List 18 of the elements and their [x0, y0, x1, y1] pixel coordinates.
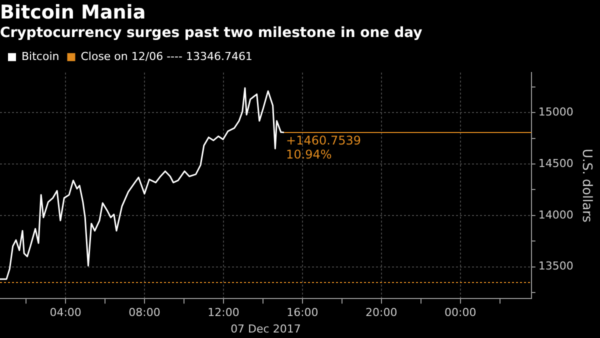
- y-tick-label: 14000: [538, 208, 574, 222]
- x-tick-label: 04:00: [50, 306, 82, 320]
- x-tick-label: 08:00: [128, 306, 160, 320]
- legend-label: Bitcoin: [22, 50, 60, 63]
- y-tick-label: 14500: [538, 156, 574, 170]
- annotation: +1460.7539: [286, 134, 362, 148]
- annotation: 10.94%: [286, 148, 332, 162]
- x-axis-title: 07 Dec 2017: [230, 322, 301, 336]
- y-axis-title: U.S. dollars: [578, 148, 594, 223]
- x-tick-label: 00:00: [444, 306, 476, 320]
- y-tick-label: 13500: [538, 260, 574, 273]
- x-tick-label: 20:00: [366, 306, 398, 320]
- legend-label: Close on 12/06 ---- 13346.7461: [80, 50, 252, 63]
- y-tick-label: 15000: [538, 106, 574, 119]
- x-tick-label: 12:00: [208, 306, 240, 320]
- chart-subtitle: Cryptocurrency surges past two milestone in one day: [0, 24, 422, 41]
- x-tick-label: 16:00: [286, 306, 318, 320]
- chart-title: Bitcoin Mania: [0, 1, 146, 24]
